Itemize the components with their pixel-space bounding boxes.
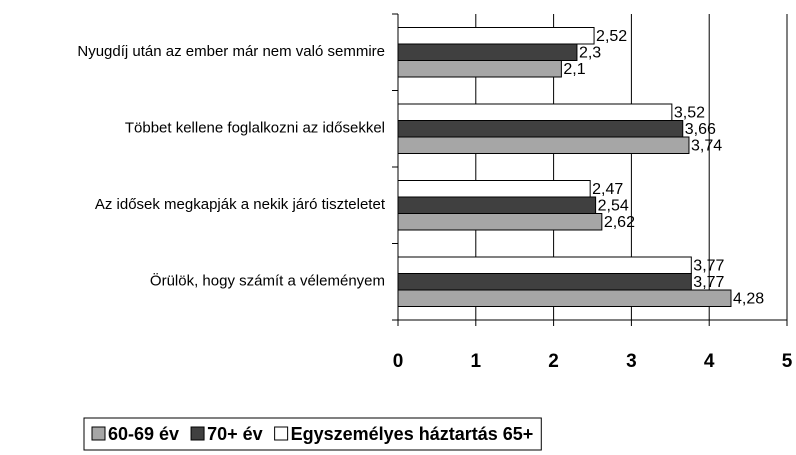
category-label: Többet kellene foglalkozni az idősekkel <box>125 120 385 137</box>
value-label: 2,54 <box>598 197 629 214</box>
legend-swatch <box>91 426 106 441</box>
value-label: 3,74 <box>691 137 722 154</box>
x-tick-label: 2 <box>548 351 559 372</box>
x-tick-label: 0 <box>393 351 404 372</box>
x-tick-label: 5 <box>782 351 793 372</box>
value-label: 3,52 <box>674 104 705 121</box>
bar <box>397 196 597 214</box>
value-label: 3,77 <box>693 257 724 274</box>
legend-swatch <box>274 426 289 441</box>
legend-label: 70+ év <box>207 424 263 444</box>
value-label: 3,66 <box>685 121 716 138</box>
bar <box>397 289 732 307</box>
legend-box <box>83 417 542 451</box>
bar <box>397 60 562 78</box>
bar <box>397 43 578 61</box>
bar <box>397 103 673 121</box>
bar <box>397 273 692 291</box>
legend-swatch <box>190 426 205 441</box>
value-label: 2,3 <box>579 44 601 61</box>
category-label: Örülök, hogy számít a véleményem <box>150 272 385 290</box>
x-tick-label: 4 <box>704 351 715 372</box>
bar <box>397 136 690 154</box>
bar <box>397 180 591 198</box>
x-tick-label: 1 <box>471 351 482 372</box>
value-label: 3,77 <box>693 274 724 291</box>
value-label: 2,1 <box>563 61 585 78</box>
value-label: 2,52 <box>596 28 627 45</box>
value-label: 2,47 <box>592 181 623 198</box>
legend-label: 60-69 év <box>108 424 179 444</box>
value-label: 2,62 <box>604 214 635 231</box>
category-label: Az idősek megkapják a nekik járó tisztel… <box>95 196 386 213</box>
bar <box>397 27 595 45</box>
x-tick-label: 3 <box>626 351 637 372</box>
legend-label: Egyszemélyes háztartás 65+ <box>291 424 534 444</box>
value-label: 4,28 <box>733 290 764 307</box>
legend: 60-69 év 70+ év Egyszemélyes háztartás 65+ <box>83 417 542 451</box>
bar <box>397 120 684 138</box>
bar <box>397 256 692 274</box>
bar <box>397 213 603 231</box>
category-label: Nyugdíj után az ember már nem való semmi… <box>77 43 385 60</box>
